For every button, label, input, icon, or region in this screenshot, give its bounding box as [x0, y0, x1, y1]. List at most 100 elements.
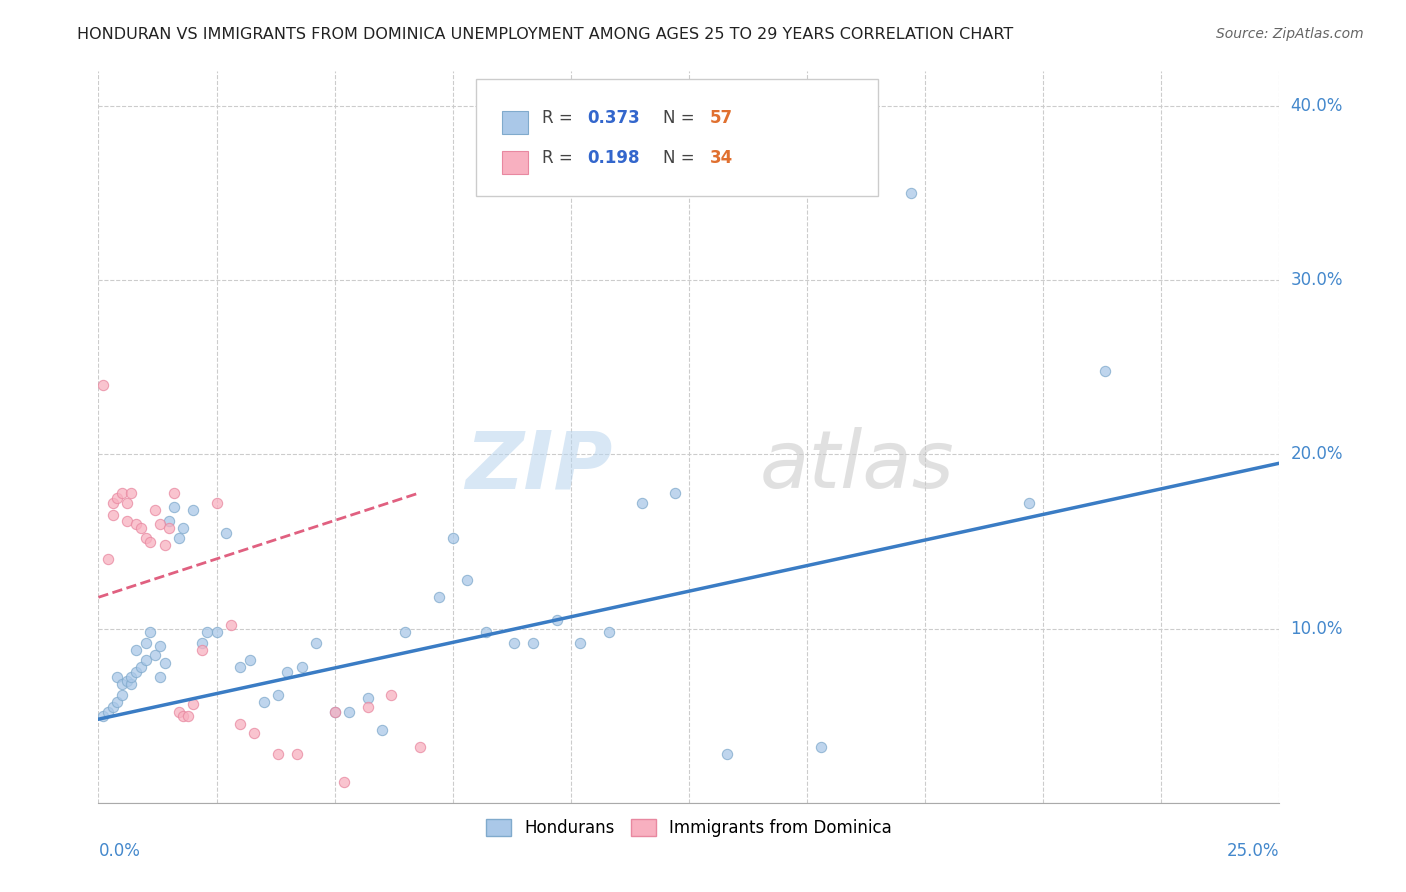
Point — [121, 677, 143, 691]
Point — [219, 618, 242, 632]
Point — [205, 496, 228, 510]
Point — [91, 377, 114, 392]
Point — [115, 673, 138, 688]
Text: HONDURAN VS IMMIGRANTS FROM DOMINICA UNEMPLOYMENT AMONG AGES 25 TO 29 YEARS CORR: HONDURAN VS IMMIGRANTS FROM DOMINICA UNE… — [77, 27, 1014, 42]
Point — [1094, 364, 1116, 378]
Point — [91, 708, 114, 723]
Point — [598, 625, 620, 640]
Point — [125, 642, 148, 657]
Point — [267, 747, 290, 761]
Point — [285, 747, 308, 761]
Text: 0.373: 0.373 — [588, 109, 640, 128]
Point — [149, 517, 172, 532]
Point — [143, 503, 166, 517]
Point — [177, 708, 200, 723]
Point — [105, 695, 128, 709]
Point — [630, 496, 652, 510]
Text: 0.0%: 0.0% — [98, 842, 141, 860]
Point — [290, 660, 312, 674]
Point — [1018, 496, 1040, 510]
FancyBboxPatch shape — [502, 111, 529, 134]
Point — [333, 775, 356, 789]
Point — [243, 726, 266, 740]
Point — [427, 591, 450, 605]
Point — [323, 705, 346, 719]
Point — [129, 521, 152, 535]
Point — [97, 552, 120, 566]
Point — [101, 700, 124, 714]
Point — [121, 485, 143, 500]
Point — [900, 186, 922, 201]
Point — [167, 705, 190, 719]
Point — [371, 723, 394, 737]
Text: 25.0%: 25.0% — [1227, 842, 1279, 860]
Point — [191, 635, 214, 649]
Text: Source: ZipAtlas.com: Source: ZipAtlas.com — [1216, 27, 1364, 41]
Point — [229, 660, 252, 674]
Text: atlas: atlas — [759, 427, 955, 506]
Point — [157, 521, 180, 535]
Point — [357, 691, 380, 706]
Point — [167, 531, 190, 545]
Point — [456, 573, 478, 587]
Point — [105, 491, 128, 505]
Point — [181, 503, 204, 517]
Point — [337, 705, 360, 719]
Point — [191, 642, 214, 657]
Text: 0.198: 0.198 — [588, 149, 640, 167]
Text: 20.0%: 20.0% — [1291, 445, 1343, 464]
Point — [205, 625, 228, 640]
Point — [664, 485, 686, 500]
Point — [135, 653, 157, 667]
Text: N =: N = — [664, 149, 700, 167]
Point — [305, 635, 328, 649]
Point — [143, 648, 166, 662]
Text: R =: R = — [543, 109, 578, 128]
Point — [569, 635, 592, 649]
Point — [135, 635, 157, 649]
Point — [357, 700, 380, 714]
Point — [111, 485, 134, 500]
Text: R =: R = — [543, 149, 578, 167]
Point — [394, 625, 416, 640]
Point — [475, 625, 498, 640]
Text: ZIP: ZIP — [465, 427, 612, 506]
Point — [163, 485, 186, 500]
Point — [111, 688, 134, 702]
Point — [172, 708, 194, 723]
Point — [115, 514, 138, 528]
Text: 40.0%: 40.0% — [1291, 97, 1343, 115]
Point — [253, 695, 276, 709]
Point — [267, 688, 290, 702]
Point — [105, 670, 128, 684]
Text: 34: 34 — [710, 149, 734, 167]
Text: 30.0%: 30.0% — [1291, 271, 1343, 289]
Point — [172, 521, 194, 535]
Point — [522, 635, 544, 649]
Point — [716, 747, 738, 761]
Point — [323, 705, 346, 719]
Point — [503, 635, 526, 649]
Point — [229, 717, 252, 731]
Point — [111, 677, 134, 691]
Point — [135, 531, 157, 545]
Text: 10.0%: 10.0% — [1291, 620, 1343, 638]
Point — [380, 688, 402, 702]
Point — [97, 705, 120, 719]
FancyBboxPatch shape — [502, 152, 529, 174]
Point — [239, 653, 262, 667]
Point — [149, 639, 172, 653]
Point — [546, 613, 568, 627]
Point — [149, 670, 172, 684]
Point — [101, 508, 124, 523]
Point — [139, 534, 162, 549]
Text: N =: N = — [664, 109, 700, 128]
Point — [153, 657, 176, 671]
Text: 57: 57 — [710, 109, 734, 128]
FancyBboxPatch shape — [477, 78, 877, 195]
Point — [408, 740, 430, 755]
Point — [215, 525, 238, 540]
Point — [115, 496, 138, 510]
Point — [163, 500, 186, 514]
Point — [441, 531, 464, 545]
